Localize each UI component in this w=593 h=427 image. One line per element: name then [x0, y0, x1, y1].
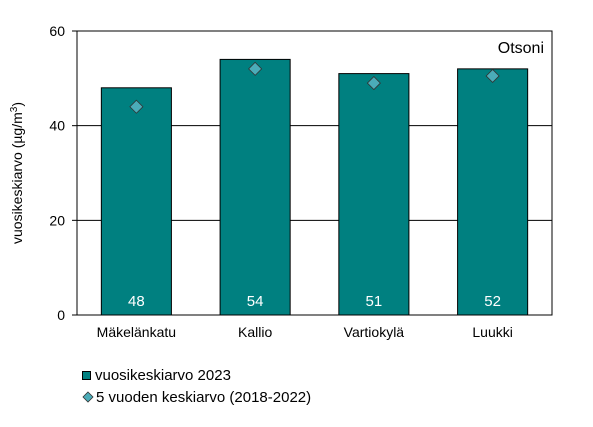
- marker-point: [248, 61, 263, 76]
- y-tick-label: 60: [49, 23, 65, 39]
- y-axis-label: vuosikeskiarvo (µg/m3): [9, 102, 26, 244]
- markers: [129, 61, 500, 114]
- legend-bar-swatch: [82, 370, 91, 380]
- y-tick-label: 20: [49, 212, 65, 228]
- bars: [100, 58, 529, 316]
- y-axis-label-main: vuosikeskiarvo (µg/m: [9, 112, 25, 244]
- x-tick-label: Kallio: [238, 324, 272, 340]
- x-tick-label: Vartiokylä: [344, 324, 405, 340]
- bar: [219, 58, 291, 316]
- marker-point: [129, 99, 144, 114]
- legend-diamond-swatch: [82, 391, 94, 403]
- legend: vuosikeskiarvo 2023 5 vuoden keskiarvo (…: [82, 364, 311, 408]
- bar: [338, 73, 410, 316]
- chart-annotation: Otsoni: [498, 40, 544, 57]
- y-axis-label-sup: 3: [9, 106, 20, 112]
- legend-label-markers: 5 vuoden keskiarvo (2018-2022): [96, 388, 312, 406]
- bar-data-label: 51: [366, 293, 383, 310]
- plot-frame: [76, 30, 553, 316]
- legend-item-bars: vuosikeskiarvo 2023: [82, 364, 311, 386]
- bar: [100, 87, 172, 316]
- x-tick-label: Luukki: [472, 324, 512, 340]
- diamond-icon: [82, 391, 94, 403]
- x-tick-label: Mäkelänkatu: [97, 324, 176, 340]
- y-axis-label-end: ): [9, 102, 25, 107]
- bar: [457, 68, 529, 316]
- x-ticks: Mäkelänkatu Kallio Vartiokylä Luukki: [97, 324, 513, 340]
- y-tick-label: 0: [57, 307, 65, 323]
- legend-item-markers: 5 vuoden keskiarvo (2018-2022): [82, 386, 311, 408]
- bar-data-label: 48: [128, 293, 145, 310]
- legend-label-bars: vuosikeskiarvo 2023: [95, 366, 231, 384]
- bar-data-label: 52: [484, 293, 501, 310]
- bar-data-label: 54: [247, 293, 264, 310]
- y-ticks: 0 20 40 60: [49, 23, 77, 323]
- y-tick-label: 40: [49, 118, 65, 134]
- marker-point: [366, 76, 381, 91]
- data-labels: 48 54 51 52: [128, 293, 501, 310]
- marker-point: [485, 68, 500, 84]
